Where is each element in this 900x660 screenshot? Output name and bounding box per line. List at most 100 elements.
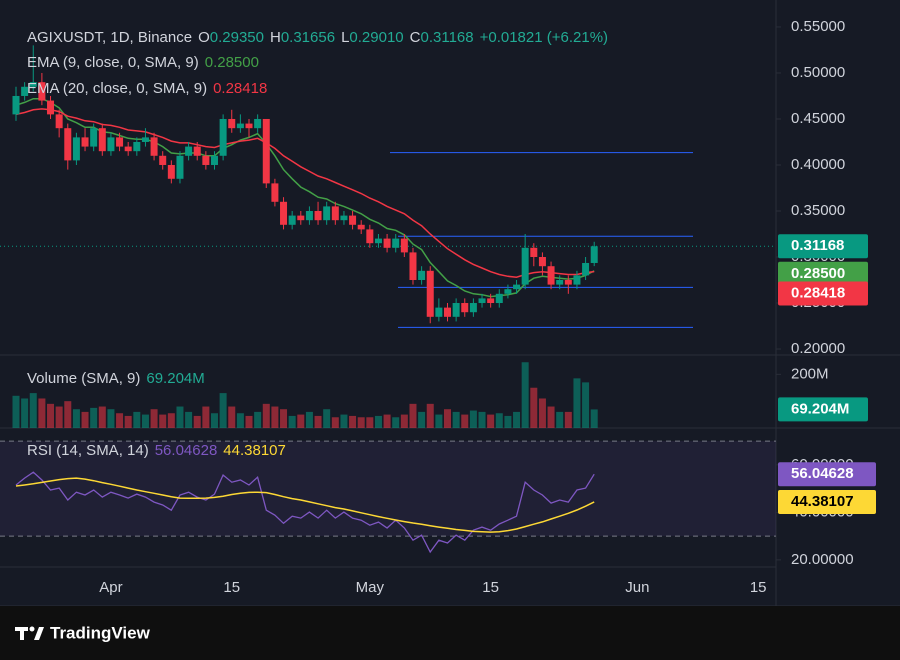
legend-value: 56.04628 [154, 442, 218, 459]
candle-body [72, 137, 80, 161]
volume-bar [245, 415, 253, 428]
candle-body [495, 293, 503, 304]
volume-bar [349, 415, 357, 428]
volume-bar [228, 406, 236, 428]
rsi-line [15, 471, 595, 554]
candle-body [538, 257, 546, 267]
volume-bar [340, 414, 348, 428]
volume-bar [297, 414, 305, 428]
volume-bar [167, 413, 175, 428]
price-badge-label: 56.04628 [791, 465, 854, 482]
rsi-legend: RSI (14, SMA, 14) 56.04628 44.38107 [27, 441, 292, 461]
rsi-ma-line [15, 477, 595, 533]
legend-name: EMA (9, close, 0, SMA, 9) [27, 54, 199, 71]
candle-body [271, 183, 279, 202]
candle-body [452, 303, 460, 317]
candle-body [150, 137, 158, 156]
y-tick-label: 200M [791, 365, 829, 382]
volume-bar [564, 411, 572, 428]
candle-body [444, 307, 451, 317]
candle-body [461, 303, 469, 313]
ohlc-label: H [269, 29, 281, 46]
volume-bar [357, 417, 365, 428]
volume-bar [21, 398, 29, 428]
volume-bar [193, 415, 201, 428]
volume-bar [176, 406, 184, 428]
candle-body [210, 155, 218, 165]
candle-body [478, 298, 486, 304]
candle-body [219, 118, 227, 156]
volume-bar [280, 409, 288, 428]
volume-bar [72, 409, 80, 428]
candle-body [590, 246, 598, 263]
volume-bar [487, 414, 495, 428]
candle-body [409, 252, 417, 281]
y-tick-label: 0.20000 [791, 340, 845, 357]
change: +0.01821 (+6.21%) [479, 29, 609, 46]
volume-bar [521, 362, 529, 428]
candle-body [349, 215, 357, 225]
candle-body [573, 275, 581, 285]
volume-bar [98, 406, 106, 428]
ema9-legend: EMA (9, close, 0, SMA, 9) 0.28500 [27, 53, 265, 73]
candle-body [55, 114, 63, 129]
volume-bar [400, 414, 408, 428]
candle-body [521, 247, 529, 285]
candle-body [556, 280, 564, 285]
volume-bar [392, 417, 400, 428]
volume-bar [513, 411, 521, 428]
volume-bar [504, 415, 512, 428]
ohlc-value: 0.31168 [420, 29, 474, 46]
price-badge [778, 234, 868, 259]
volume-bar [124, 415, 132, 428]
candle-body [116, 137, 124, 147]
candle-body [245, 123, 253, 129]
volume-bar [116, 413, 124, 428]
x-tick-label: 15 [482, 579, 499, 596]
candle-body [383, 238, 391, 248]
candle-body [297, 215, 305, 221]
candle-body [314, 210, 322, 221]
symbol: AGIXUSDT, 1D, Binance [27, 29, 193, 46]
volume-bar [461, 414, 469, 428]
ohlc-value: 0.29350 [209, 29, 264, 46]
candle-body [141, 137, 149, 142]
price-badge-label: 0.31168 [791, 237, 844, 254]
volume-bar [29, 393, 37, 428]
volume-bar [556, 411, 564, 428]
candle-body [228, 118, 236, 129]
candle-body [262, 118, 270, 184]
volume-bar [305, 411, 313, 428]
volume-bar [271, 406, 279, 428]
candle-body [340, 215, 348, 221]
volume-bar [426, 403, 434, 428]
ohlc-label: C [409, 29, 421, 46]
volume-bar [219, 393, 227, 428]
volume-bar [590, 409, 598, 428]
candle-body [236, 123, 244, 129]
volume-bar [64, 401, 72, 428]
volume-bar [444, 409, 451, 428]
candle-body [487, 298, 495, 304]
volume-bar [374, 415, 382, 428]
price-badge [778, 281, 868, 306]
x-tick-label: 15 [750, 579, 767, 596]
x-tick-label: May [356, 579, 385, 596]
candle-body [193, 146, 201, 156]
x-tick-label: Jun [625, 579, 649, 596]
y-tick-label: 0.50000 [791, 64, 845, 81]
candle-body [185, 146, 193, 156]
candle-body [435, 307, 443, 317]
volume-bar [323, 409, 331, 428]
candle-body [124, 146, 132, 152]
candle-body [547, 266, 555, 285]
volume-bar [582, 382, 590, 428]
volume-bar [12, 395, 20, 428]
ema20-legend: EMA (20, close, 0, SMA, 9) 0.28418 [27, 79, 273, 99]
candle-body [133, 141, 141, 152]
tv-logo [15, 626, 44, 640]
price-badge-label: 0.28500 [791, 265, 845, 282]
candle-body [167, 164, 175, 179]
price-badge [778, 462, 876, 487]
